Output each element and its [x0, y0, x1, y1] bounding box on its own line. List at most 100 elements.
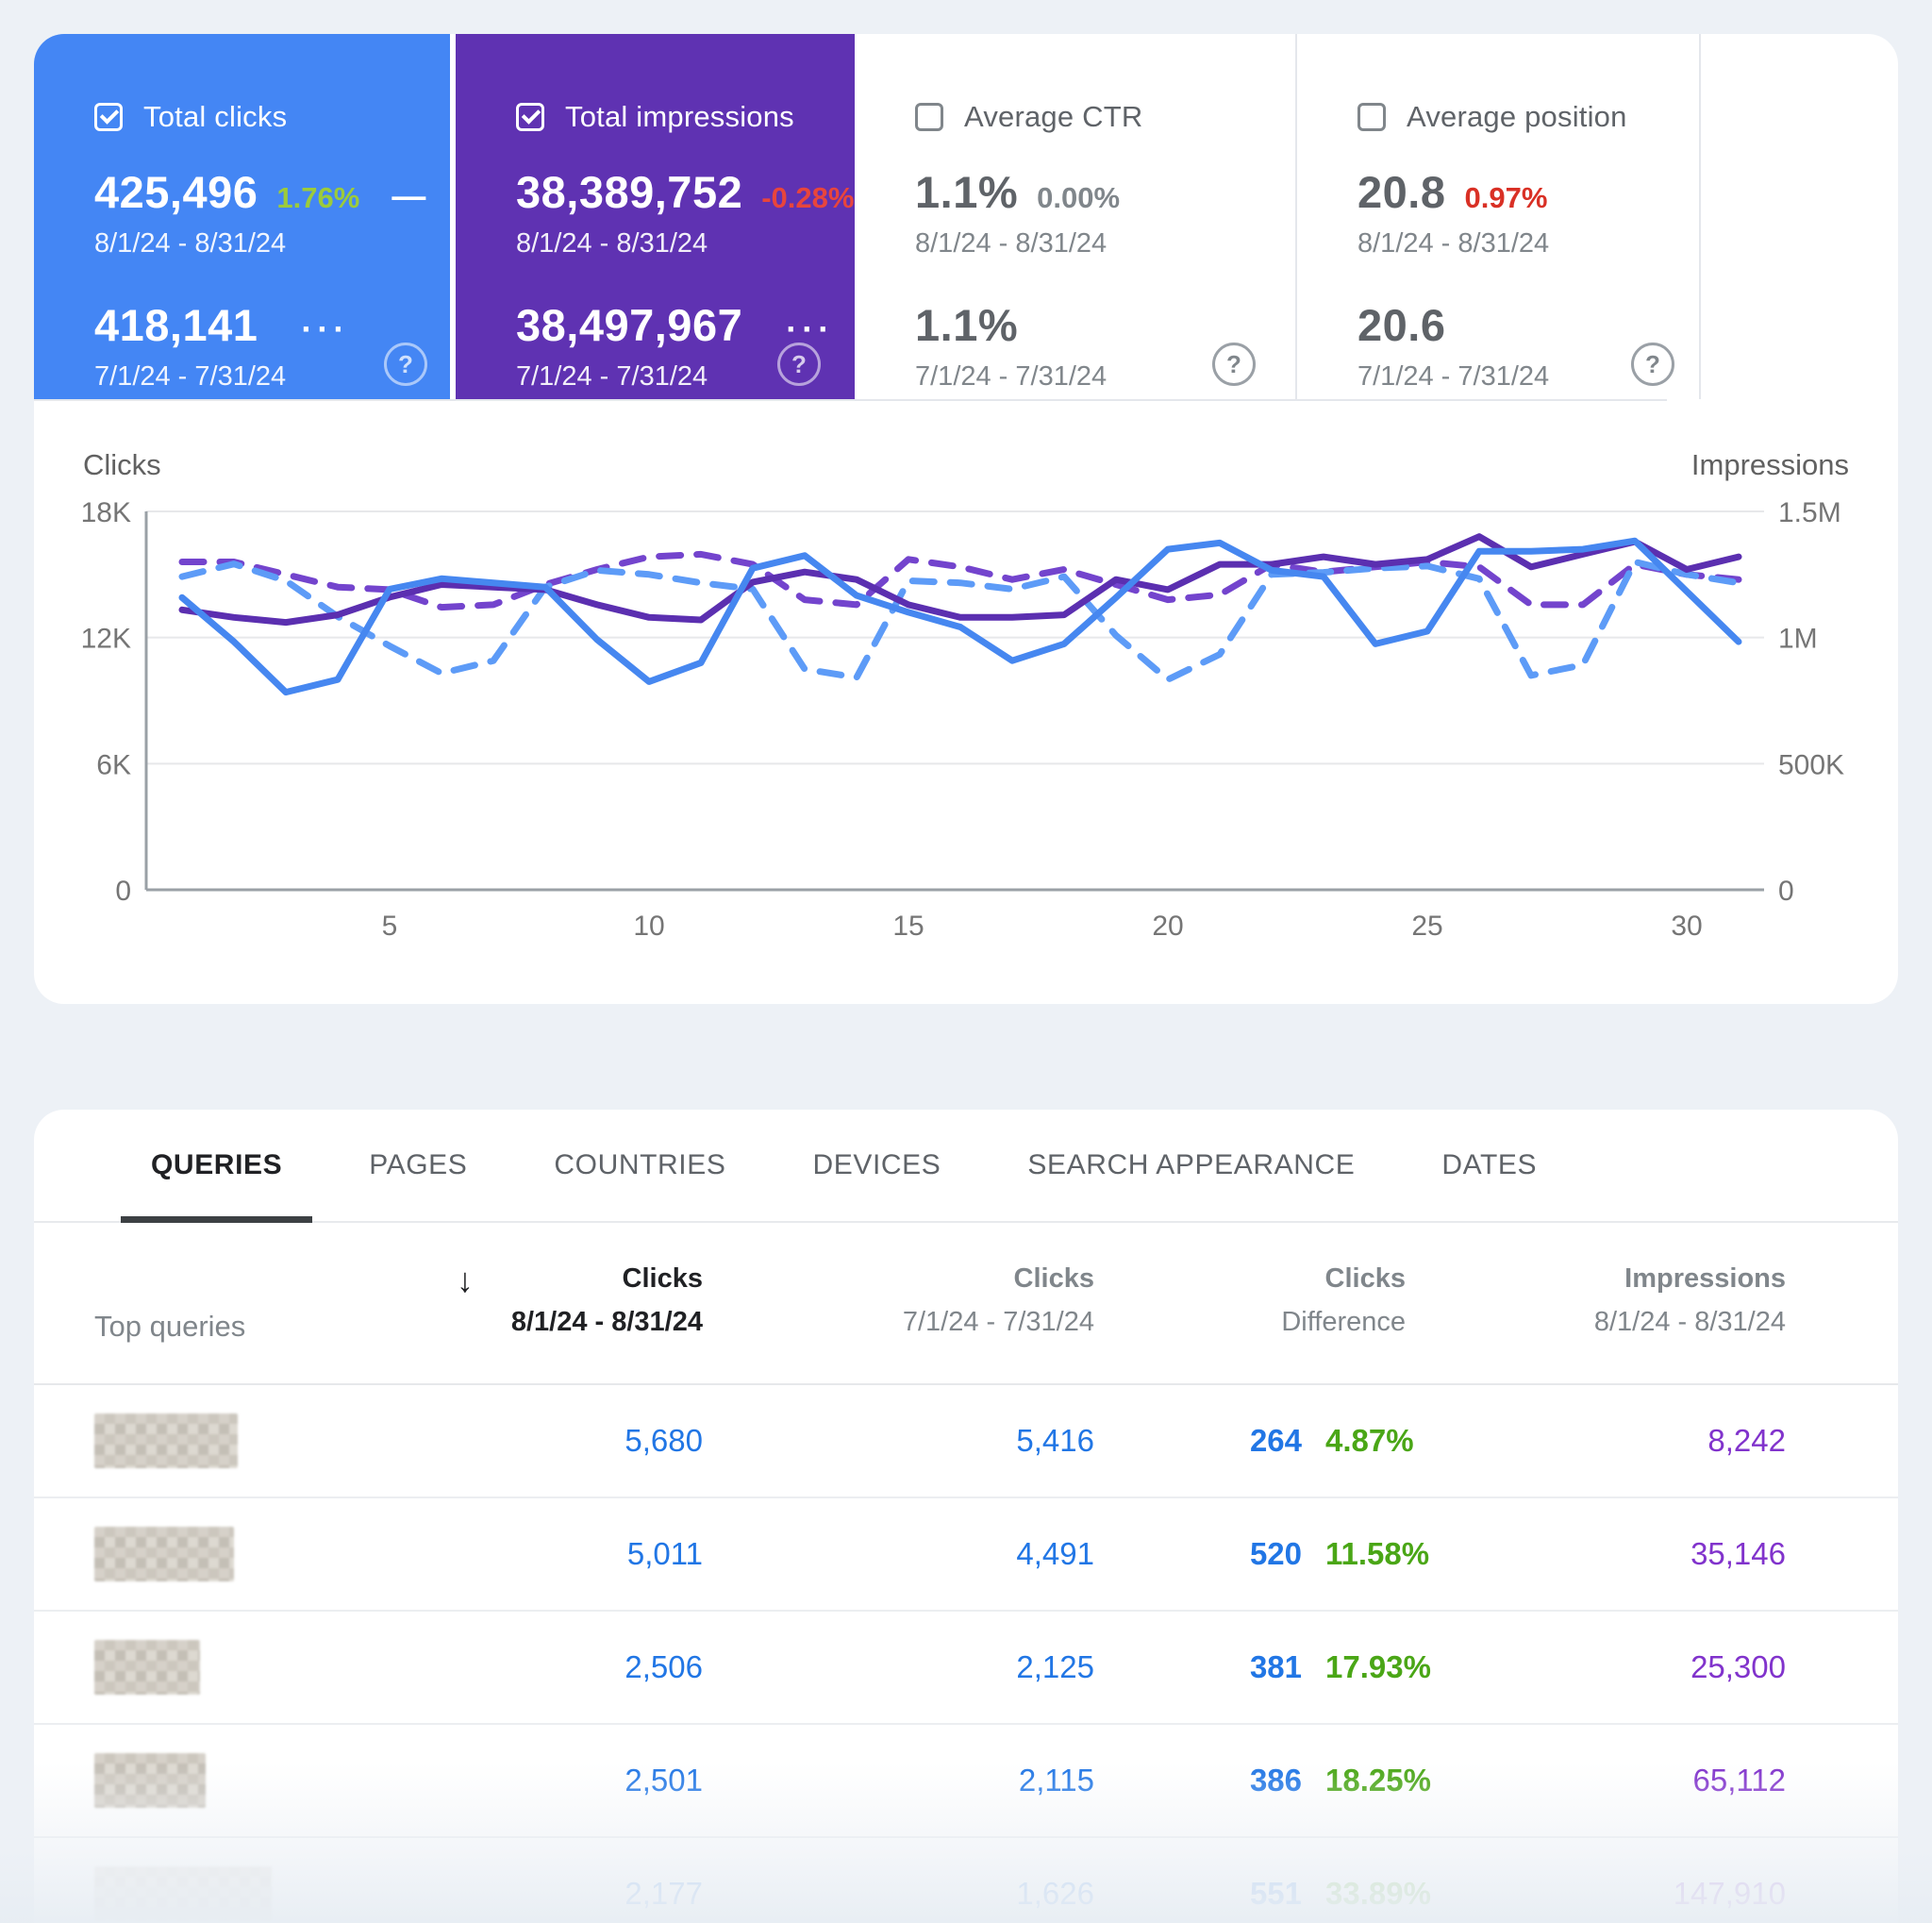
date-range-previous: 7/1/24 - 7/31/24 [94, 361, 287, 392]
column-header-clicks-difference[interactable]: Clicks Difference [1281, 1263, 1406, 1338]
table-row[interactable]: 2,501 2,115 386 18.25% 65,112 [34, 1725, 1898, 1838]
svg-text:0: 0 [1778, 876, 1794, 907]
clicks-diff-pct-cell: 4.87% [1325, 1423, 1414, 1458]
tab-devices[interactable]: DEVICES [812, 1149, 941, 1180]
table-row[interactable]: 5,011 4,491 520 11.58% 35,146 [34, 1498, 1898, 1612]
clicks-current-cell[interactable]: 5,011 [626, 1536, 703, 1571]
svg-text:10: 10 [633, 911, 664, 942]
dimension-tabs: QUERIES PAGES COUNTRIES DEVICES SEARCH APPEA… [34, 1110, 1898, 1223]
average-ctr-card[interactable]: Average CTR 1.1% 0.00% 8/1/24 - 8/31/24 … [855, 34, 1297, 399]
metric-value-previous: 418,141 [94, 300, 258, 350]
clicks-previous-cell: 5,416 [1016, 1423, 1094, 1458]
redacted-query [94, 1527, 234, 1581]
metric-value-current: 425,496 [94, 167, 258, 217]
previous-clicks-line [178, 559, 1742, 683]
metric-delta: 1.76% [276, 181, 360, 214]
clicks-current-cell[interactable]: 2,177 [625, 1876, 703, 1911]
card-label: Average position [1407, 100, 1627, 133]
ellipsis-icon: ··· [786, 309, 835, 348]
impressions-cell: 25,300 [1690, 1649, 1786, 1684]
redacted-query [94, 1640, 200, 1695]
sort-descending-icon[interactable]: ↓ [457, 1261, 474, 1299]
total-clicks-checkbox[interactable] [94, 103, 123, 131]
clicks-current-cell[interactable]: 2,506 [625, 1649, 703, 1684]
total-clicks-card[interactable]: Total clicks 425,496 1.76% — 8/1/24 - 8/… [34, 34, 450, 399]
svg-text:25: 25 [1411, 911, 1442, 942]
date-range-current: 8/1/24 - 8/31/24 [516, 228, 708, 259]
svg-text:15: 15 [892, 911, 924, 942]
card-label: Total impressions [565, 100, 794, 133]
help-icon[interactable]: ? [1631, 343, 1674, 386]
tab-search-appearance[interactable]: SEARCH APPEARANCE [1027, 1149, 1356, 1180]
clicks-diff-cell: 386 [1249, 1763, 1302, 1798]
clicks-diff-pct-cell: 18.25% [1325, 1763, 1431, 1798]
metric-delta: -0.28% [761, 181, 855, 214]
total-impressions-checkbox[interactable] [516, 103, 544, 131]
metric-value-previous: 38,497,967 [516, 300, 743, 350]
total-impressions-card[interactable]: Total impressions 38,389,752 -0.28% 8/1/… [456, 34, 855, 399]
svg-text:20: 20 [1152, 911, 1183, 942]
queries-table-panel: QUERIES PAGES COUNTRIES DEVICES SEARCH APPEA… [34, 1110, 1898, 1923]
help-icon[interactable]: ? [384, 343, 427, 386]
svg-text:Clicks: Clicks [83, 448, 161, 481]
svg-text:0: 0 [115, 876, 131, 907]
table-row[interactable]: 2,506 2,125 381 17.93% 25,300 [34, 1612, 1898, 1725]
date-range-current: 8/1/24 - 8/31/24 [94, 228, 287, 259]
average-position-card[interactable]: Average position 20.8 0.97% 8/1/24 - 8/3… [1297, 34, 1701, 399]
current-clicks-line [178, 537, 1742, 696]
average-ctr-checkbox[interactable] [915, 103, 943, 131]
clicks-current-cell[interactable]: 5,680 [625, 1423, 703, 1458]
svg-text:12K: 12K [81, 624, 131, 655]
redacted-query [94, 1866, 272, 1921]
clicks-current-cell[interactable]: 2,501 [625, 1763, 703, 1798]
metric-value-previous: 1.1% [915, 300, 1019, 350]
performance-chart-container: Clicks Impressions 18K 12K 6K 0 1.5M 1M 500K 0 5 10… [34, 401, 1898, 1004]
metric-delta: 0.97% [1464, 181, 1548, 214]
metric-value-current: 20.8 [1357, 167, 1446, 217]
current-impressions-line [178, 533, 1742, 627]
table-header: Top queries ↓ Clicks 8/1/24 - 8/31/24 Cli… [34, 1223, 1898, 1385]
date-range-previous: 7/1/24 - 7/31/24 [516, 361, 708, 392]
redacted-query [94, 1753, 206, 1808]
svg-text:30: 30 [1671, 911, 1702, 942]
column-header-clicks-previous[interactable]: Clicks 7/1/24 - 7/31/24 [902, 1263, 1094, 1338]
average-position-checkbox[interactable] [1357, 103, 1386, 131]
impressions-cell: 35,146 [1690, 1536, 1786, 1571]
impressions-cell: 65,112 [1692, 1763, 1786, 1798]
column-header-clicks-current[interactable]: Clicks 8/1/24 - 8/31/24 [510, 1263, 703, 1338]
previous-impressions-line [178, 550, 1742, 611]
metric-value-current: 38,389,752 [516, 167, 743, 217]
impressions-cell: 147,910 [1673, 1876, 1786, 1911]
help-icon[interactable]: ? [1212, 343, 1256, 386]
redacted-query [94, 1413, 238, 1468]
clicks-diff-cell: 520 [1249, 1536, 1302, 1571]
svg-text:1M: 1M [1778, 624, 1818, 655]
metric-delta: 0.00% [1037, 181, 1121, 214]
table-row[interactable]: 2,177 1,626 551 33.89% 147,910 [34, 1838, 1898, 1923]
tab-countries[interactable]: COUNTRIES [554, 1149, 726, 1180]
performance-summary-panel: Total clicks 425,496 1.76% — 8/1/24 - 8/… [34, 34, 1898, 1004]
svg-text:5: 5 [382, 911, 398, 942]
clicks-diff-pct-cell: 33.89% [1325, 1876, 1431, 1911]
table-row[interactable]: 5,680 5,416 264 4.87% 8,242 [34, 1385, 1898, 1498]
date-range-current: 8/1/24 - 8/31/24 [1357, 228, 1550, 259]
clicks-diff-cell: 381 [1249, 1649, 1302, 1684]
tab-queries[interactable]: QUERIES [108, 1110, 325, 1223]
metric-value-current: 1.1% [915, 167, 1019, 217]
tab-pages[interactable]: PAGES [369, 1149, 468, 1180]
svg-text:1.5M: 1.5M [1778, 497, 1841, 528]
help-icon[interactable]: ? [777, 343, 821, 386]
clicks-previous-cell: 2,115 [1018, 1763, 1094, 1798]
ellipsis-icon: ··· [301, 309, 350, 348]
column-header-impressions[interactable]: Impressions 8/1/24 - 8/31/24 [1593, 1263, 1786, 1338]
clicks-diff-pct-cell: 11.58% [1325, 1536, 1430, 1571]
trend-dash-icon: — [391, 176, 431, 215]
svg-text:6K: 6K [96, 749, 131, 780]
metric-value-previous: 20.6 [1357, 300, 1446, 350]
metric-cards-row: Total clicks 425,496 1.76% — 8/1/24 - 8/… [34, 34, 1898, 401]
tab-dates[interactable]: DATES [1441, 1149, 1538, 1180]
clicks-diff-cell: 264 [1249, 1423, 1302, 1458]
clicks-previous-cell: 2,125 [1016, 1649, 1094, 1684]
svg-text:Impressions: Impressions [1691, 448, 1849, 481]
